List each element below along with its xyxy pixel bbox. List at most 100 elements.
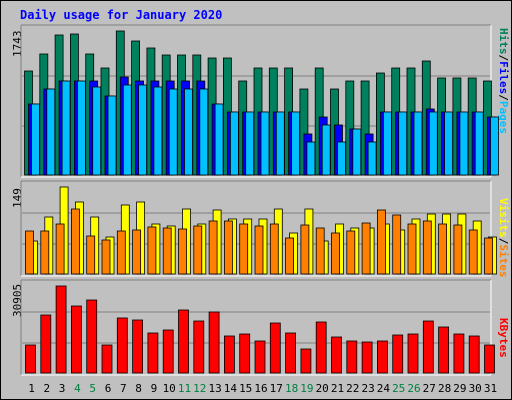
bar-kbytes-day-23 [361,341,373,374]
bar-kbytes-day-10 [162,329,174,374]
x-tick-label: 29 [453,382,466,395]
bar-sites-day-13 [208,220,218,275]
bar-sites-day-27 [422,220,432,275]
x-tick-label: 30 [469,382,482,395]
bar-pages-day-31 [490,116,499,176]
x-tick-label: 10 [163,382,176,395]
bar-pages-day-25 [398,111,408,176]
x-tick-label: 31 [484,382,497,395]
bar-sites-day-9 [147,226,157,275]
x-tick-label: 3 [59,382,66,395]
bar-kbytes-day-13 [208,311,220,374]
x-tick-label: 27 [423,382,436,395]
bar-sites-day-12 [193,225,203,275]
bar-pages-day-3 [61,80,71,176]
x-tick-label: 9 [151,382,158,395]
bar-kbytes-day-30 [468,335,480,374]
x-tick-label: 20 [316,382,329,395]
bar-sites-day-5 [86,235,96,275]
bar-kbytes-day-3 [55,285,67,374]
bar-kbytes-day-29 [453,333,465,374]
bar-kbytes-day-25 [392,334,404,374]
bar-pages-day-11 [184,88,193,176]
bar-sites-day-24 [376,209,386,275]
bar-pages-day-23 [367,141,377,176]
x-tick-label: 26 [407,382,420,395]
bar-sites-day-17 [269,223,279,275]
bar-kbytes-day-6 [101,344,113,374]
bar-sites-day-2 [40,230,50,275]
bar-kbytes-day-2 [40,314,52,374]
x-tick-label: 23 [361,382,374,395]
bar-kbytes-day-4 [71,305,82,374]
bar-pages-day-2 [46,88,56,176]
bar-kbytes-day-1 [25,344,36,374]
bar-pages-day-10 [168,88,178,176]
bar-pages-day-4 [77,80,86,176]
bar-sites-day-15 [239,223,249,275]
bar-sites-day-30 [468,229,478,275]
x-tick-label: 12 [193,382,206,395]
bar-sites-day-25 [392,214,402,275]
x-tick-label: 7 [120,382,127,395]
bar-kbytes-day-31 [484,344,495,374]
chart-title: Daily usage for January 2020 [20,8,223,22]
bar-pages-day-9 [153,86,163,176]
bar-kbytes-day-19 [300,348,312,374]
bar-sites-day-20 [315,227,325,275]
x-tick-label: 28 [438,382,451,395]
bar-sites-day-26 [407,223,417,275]
x-tick-label: 24 [377,382,391,395]
bar-kbytes-day-18 [285,332,297,374]
bar-sites-day-21 [331,232,340,275]
bar-pages-day-5 [92,86,102,176]
bar-pages-day-21 [337,141,346,176]
bar-pages-day-1 [31,103,40,176]
bar-kbytes-day-16 [254,340,266,374]
bar-pages-day-13 [214,103,224,176]
bar-kbytes-day-11 [178,309,189,374]
bar-sites-day-11 [178,228,187,275]
bar-kbytes-day-15 [239,333,251,374]
x-tick-label: 17 [270,382,283,395]
bar-pages-day-7 [122,84,132,176]
bar-sites-day-23 [361,222,371,275]
bar-sites-day-29 [453,224,463,275]
bar-sites-day-8 [132,229,142,275]
bar-sites-day-28 [438,223,448,275]
x-tick-label: 4 [74,382,81,395]
bar-kbytes-day-14 [223,335,235,374]
x-tick-label: 8 [135,382,142,395]
bar-pages-day-6 [107,95,117,176]
bar-sites-day-3 [55,223,65,275]
bar-kbytes-day-9 [147,332,159,374]
bar-kbytes-day-27 [422,320,434,374]
bar-sites-day-1 [25,230,34,275]
x-tick-label: 19 [300,382,313,395]
bar-kbytes-day-17 [269,322,281,374]
bar-pages-day-15 [245,111,255,176]
x-tick-label: 16 [254,382,267,395]
x-tick-label: 25 [392,382,405,395]
bar-pages-day-22 [352,128,362,176]
bar-sites-day-22 [346,230,356,275]
x-tick-label: 14 [224,382,238,395]
bar-sites-day-16 [254,225,264,275]
bar-kbytes-day-24 [376,340,388,374]
bar-pages-day-12 [199,88,209,176]
bar-kbytes-day-20 [315,321,327,374]
x-tick-label: 5 [89,382,96,395]
bar-kbytes-day-22 [346,340,358,374]
bar-pages-day-17 [275,111,285,176]
bar-pages-day-20 [321,124,331,176]
bar-pages-day-26 [413,111,423,176]
x-tick-label: 18 [285,382,298,395]
bar-pages-day-19 [306,141,316,176]
bar-pages-day-16 [260,111,270,176]
bar-pages-day-28 [444,111,454,176]
bar-kbytes-day-5 [86,299,98,374]
x-tick-label: 2 [43,382,50,395]
bar-kbytes-day-7 [116,317,128,374]
bar-kbytes-day-26 [407,333,419,374]
